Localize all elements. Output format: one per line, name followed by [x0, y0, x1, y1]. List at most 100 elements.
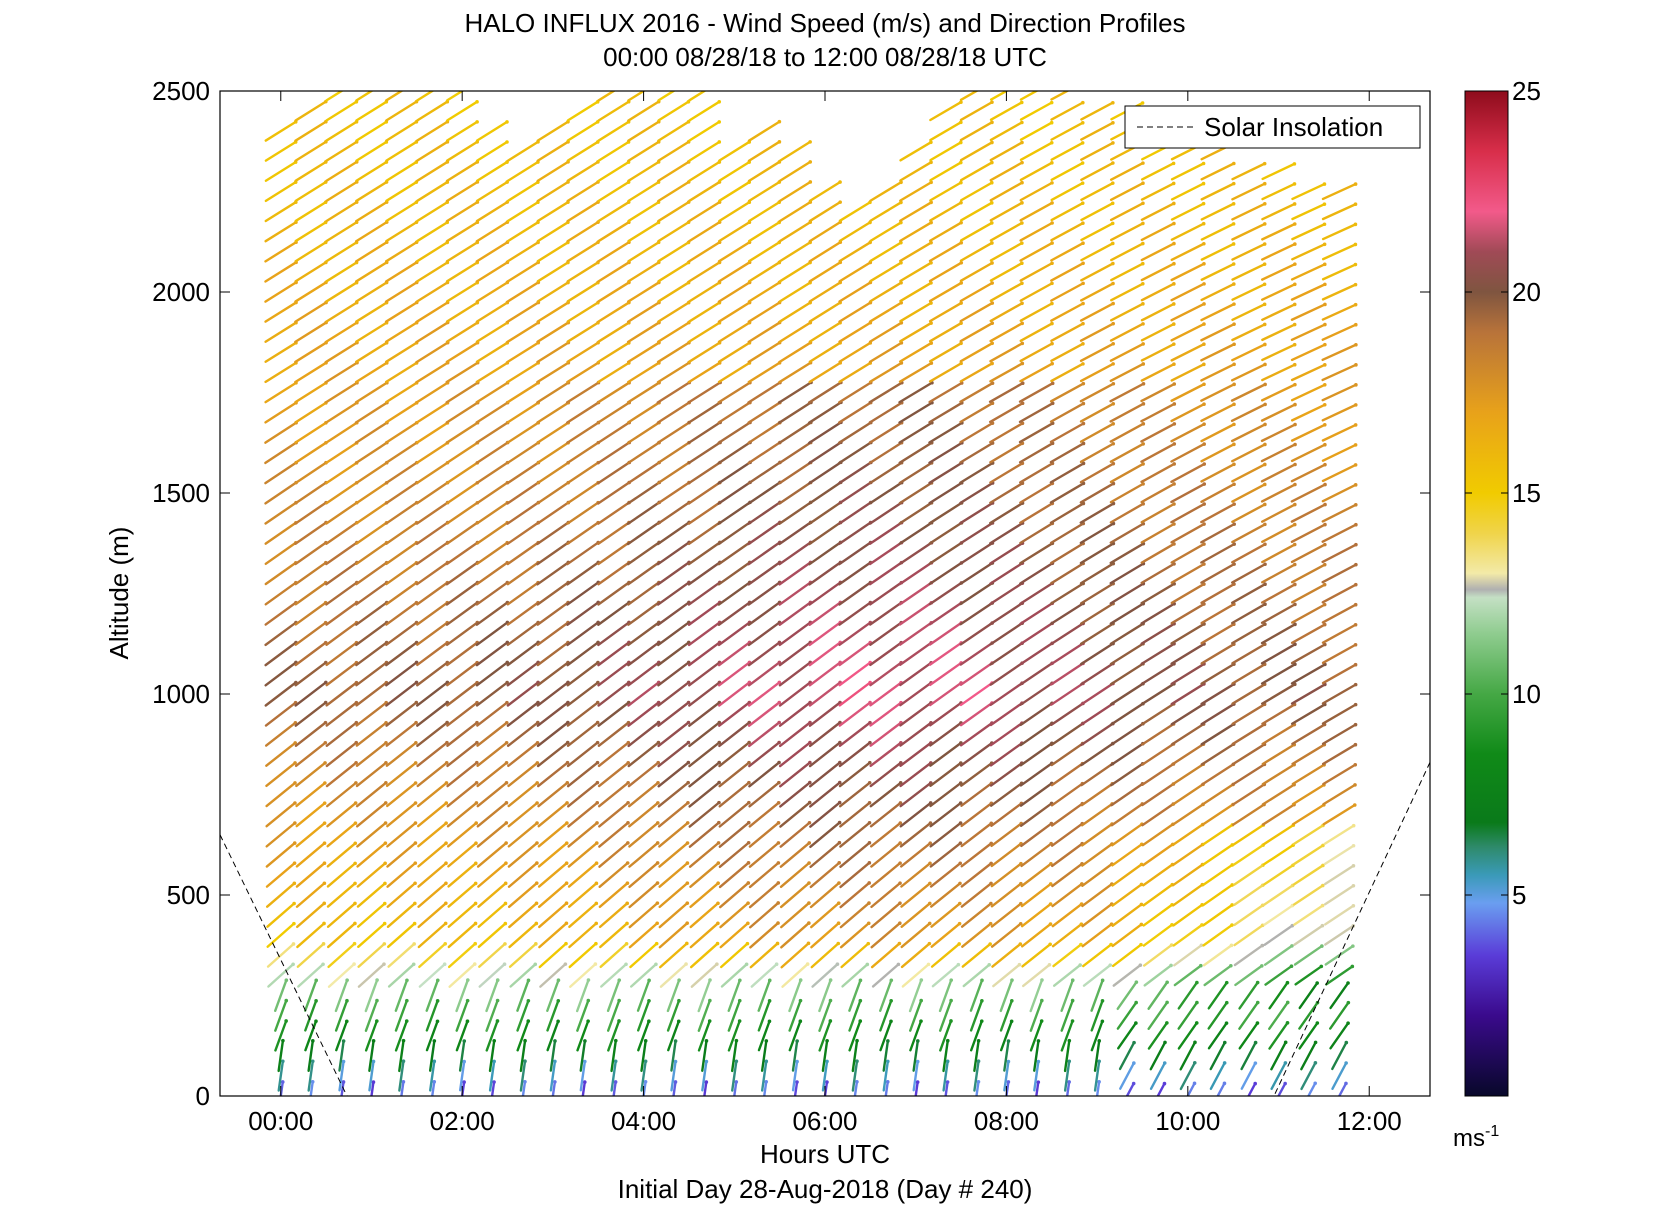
wind-barb [928, 281, 964, 303]
wind-barb [626, 540, 661, 566]
wind-barb [747, 300, 782, 323]
wind-barb [1231, 242, 1267, 261]
wind-barb [536, 740, 570, 768]
wind-barb [566, 640, 600, 667]
wind-barb [1300, 1061, 1318, 1091]
wind-barb [445, 380, 480, 404]
wind-barb [718, 800, 751, 828]
wind-barb [656, 520, 691, 546]
wind-barb [747, 360, 782, 384]
wind-barb [506, 700, 540, 727]
wind-barb [519, 1059, 527, 1092]
y-tick-label: 1500 [152, 478, 210, 508]
wind-barb [989, 180, 1024, 202]
wind-barb [325, 280, 359, 303]
wind-barbs [264, 91, 1358, 1096]
wind-barb [325, 700, 359, 727]
wind-barb [506, 540, 540, 566]
wind-barb [1079, 561, 1116, 585]
wind-barb [506, 620, 540, 647]
wind-barb [325, 720, 359, 747]
wind-barb [446, 120, 479, 142]
wind-barb [990, 881, 1023, 908]
wind-barb [1170, 362, 1206, 382]
wind-barb [959, 401, 995, 424]
wind-barb [385, 200, 419, 223]
wind-barb [899, 741, 933, 767]
wind-barb [839, 820, 872, 848]
wind-barb [1202, 943, 1234, 967]
wind-barb [749, 941, 780, 969]
wind-barb [475, 280, 510, 303]
wind-barb [1110, 302, 1145, 322]
wind-barb [597, 320, 631, 343]
wind-barb [1290, 383, 1327, 402]
wind-barb [1019, 241, 1054, 262]
wind-barb [1261, 802, 1296, 826]
wind-barb [384, 401, 419, 424]
wind-barb [416, 91, 435, 102]
wind-barb [1230, 562, 1267, 584]
wind-barb [929, 100, 963, 122]
wind-barb [899, 681, 933, 707]
wind-barb [334, 978, 349, 1013]
wind-barb [597, 540, 631, 566]
wind-barb [536, 520, 571, 546]
wind-barb [1207, 1000, 1229, 1030]
wind-barb [1063, 1059, 1072, 1092]
wind-barb [657, 660, 691, 687]
wind-barb [1049, 601, 1086, 625]
wind-barb [568, 881, 599, 908]
wind-barb [475, 320, 510, 343]
wind-barb [898, 481, 934, 505]
wind-barb [1081, 882, 1114, 908]
wind-barb [1019, 341, 1054, 363]
wind-barb [325, 461, 359, 485]
wind-barb [485, 998, 500, 1032]
wind-barb [928, 601, 964, 626]
x-tick-label: 04:00 [611, 1106, 676, 1136]
wind-barb [1109, 381, 1146, 403]
wind-barb [1141, 802, 1176, 827]
wind-barb [747, 140, 782, 162]
wind-barb [1019, 361, 1055, 383]
wind-barb [1141, 842, 1175, 867]
wind-barb [791, 1039, 799, 1072]
wind-barb [1238, 980, 1260, 1010]
wind-barb [294, 340, 328, 364]
colorbar-unit-base: ms [1453, 1125, 1485, 1152]
wind-barb [748, 200, 782, 223]
wind-barb [748, 861, 781, 889]
wind-barb [1060, 978, 1075, 1012]
wind-barb [1109, 521, 1146, 544]
wind-barb [416, 740, 449, 768]
wind-barb [969, 998, 984, 1032]
x-tick-label: 10:00 [1155, 1106, 1220, 1136]
wind-barb [325, 560, 359, 586]
wind-barb [627, 280, 661, 303]
wind-barb [1290, 642, 1327, 665]
wind-barb [385, 600, 419, 626]
wind-barb [475, 480, 510, 505]
wind-barb [597, 240, 631, 263]
legend-label: Solar Insolation [1204, 112, 1383, 142]
wind-barb [475, 660, 510, 687]
wind-barb [1140, 702, 1176, 726]
wind-barb [1321, 383, 1358, 402]
wind-barb [294, 361, 328, 384]
wind-barb [627, 620, 661, 647]
wind-barb [612, 1080, 618, 1096]
wind-barb [264, 260, 298, 283]
wind-barb [445, 320, 480, 343]
wind-barb [748, 780, 781, 808]
wind-barb [778, 700, 812, 727]
wind-barb [264, 180, 298, 203]
wind-barb [1261, 522, 1297, 544]
wind-barb [900, 921, 932, 949]
wind-barb [1116, 980, 1139, 1011]
wind-barb [597, 720, 631, 747]
wind-barb [989, 91, 1009, 101]
wind-barb [325, 91, 344, 102]
wind-barb [476, 720, 509, 747]
